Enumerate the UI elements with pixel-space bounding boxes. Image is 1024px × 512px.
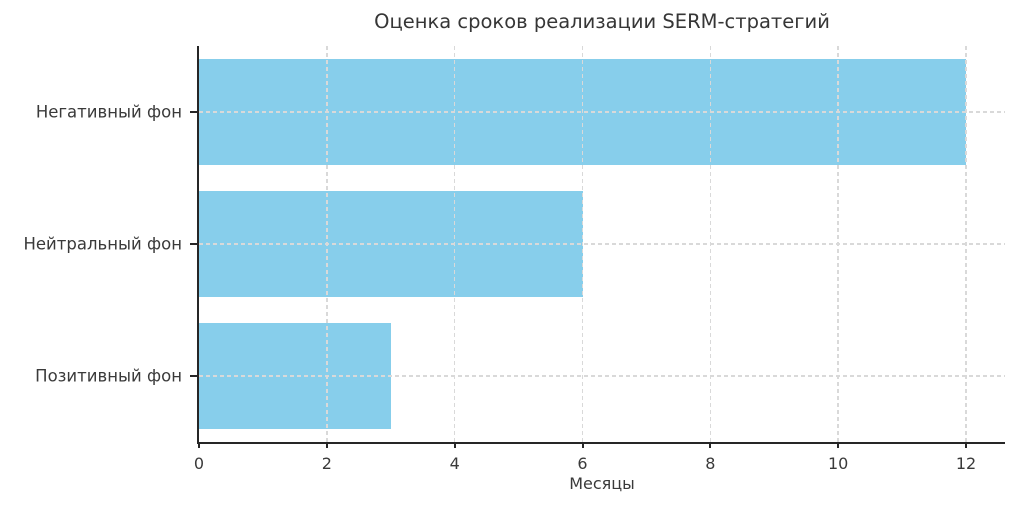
y-category-label: Негативный фон — [35, 102, 182, 122]
y-tick-mark — [190, 375, 197, 377]
x-tick-mark — [709, 442, 712, 448]
vgridline — [453, 46, 456, 442]
vgridline — [581, 46, 584, 442]
x-tick-label: 12 — [955, 454, 977, 473]
x-tick-mark — [581, 442, 584, 448]
x-tick-label: 10 — [827, 454, 849, 473]
y-tick-mark — [190, 243, 197, 245]
x-tick-mark — [965, 442, 967, 448]
vgridline — [709, 46, 712, 442]
x-tick-mark — [453, 442, 456, 448]
hgridline — [199, 375, 1005, 377]
hgridline — [199, 111, 1005, 113]
x-tick-label: 0 — [193, 454, 205, 473]
x-axis-label: Месяцы — [569, 474, 635, 493]
y-tick-mark — [190, 111, 197, 113]
vgridline — [326, 46, 328, 442]
x-tick-mark — [325, 442, 328, 448]
vgridline — [965, 46, 967, 442]
plot-area: Негативный фон Нейтральный фон Позитивный … — [23, 46, 1005, 473]
x-tick-label: 6 — [577, 454, 588, 473]
x-tick-label: 4 — [449, 454, 460, 473]
x-tick-label: 8 — [705, 454, 716, 473]
chart-title: Оценка сроков реализации SERM-стратегий — [374, 10, 830, 33]
x-tick-mark — [837, 442, 840, 448]
vgridline — [837, 46, 839, 442]
hgridline — [199, 243, 1005, 245]
x-tick-label: 2 — [321, 454, 332, 473]
x-tick-mark — [198, 442, 200, 448]
y-category-label: Нейтральный фон — [23, 234, 182, 254]
y-category-label: Позитивный фон — [35, 366, 182, 386]
